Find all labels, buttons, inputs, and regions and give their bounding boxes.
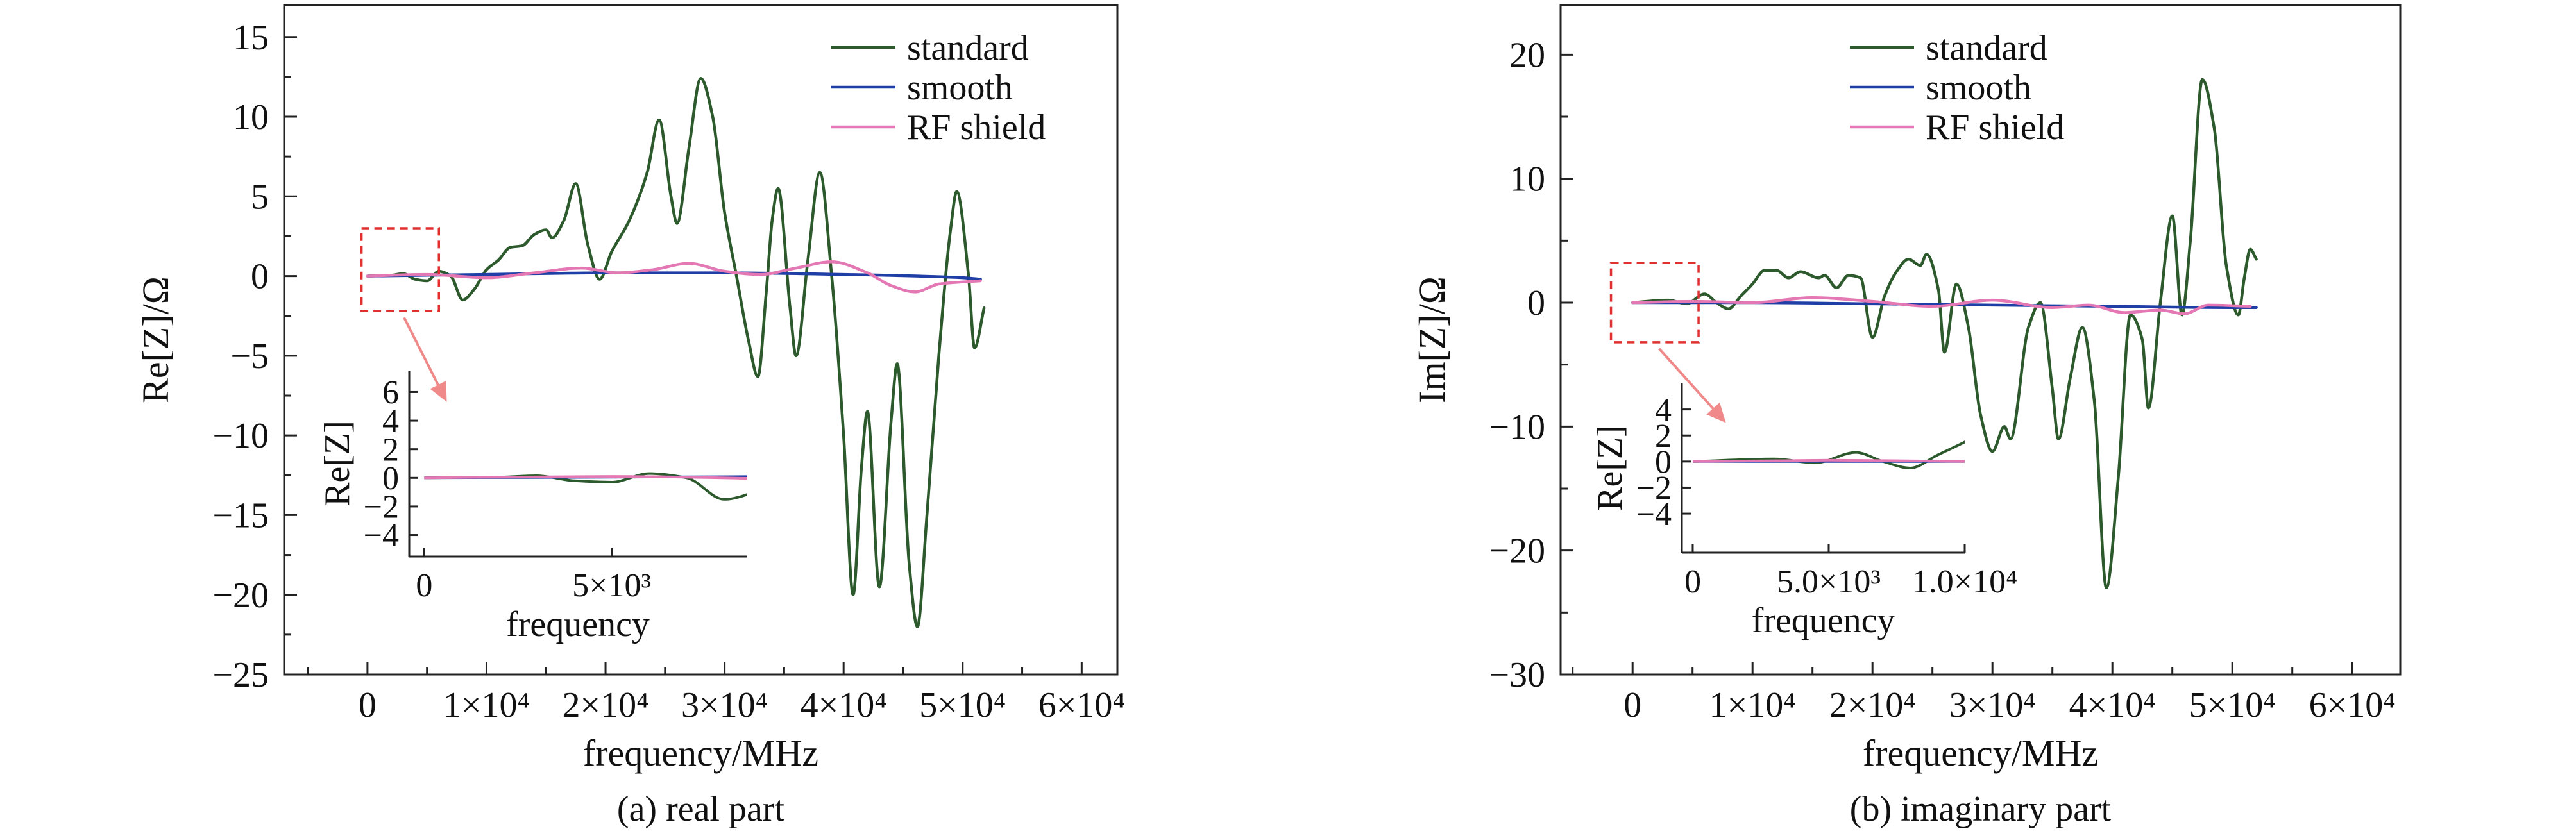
panel-a-zoom-arrow-head: [430, 380, 447, 402]
panel-b-x-tick-label: 6×10⁴: [2309, 685, 2396, 725]
panel-b-inset-y-axis-label: Re[Z]: [1590, 425, 1630, 511]
panel-b-series-rf-shield-line: [1631, 296, 2252, 315]
panel-b-y-tick-label: −20: [1489, 532, 1545, 571]
panel-b-zoom-arrow: [1658, 348, 1723, 419]
panel-a: 0 1×10⁴ 2×10⁴ 3×10⁴ 4×10⁴ 5×10⁴ 6×10⁴−25−20−15…: [135, 4, 1125, 829]
panel-a-y-tick-label: −10: [212, 416, 269, 456]
panel-a-caption: (a) real part: [617, 789, 785, 829]
panel-b-y-tick-label: −30: [1489, 655, 1545, 695]
panel-b-inset-y-tick-label: 0: [1655, 444, 1672, 481]
panel-b-zoom-arrow-head: [1706, 402, 1726, 423]
panel-a-inset-x-tick-label: 5×10³: [572, 567, 651, 604]
panel-a-y-tick-label: 15: [233, 18, 269, 58]
panel-a-x-tick-label: 1×10⁴: [443, 685, 530, 725]
panel-a-legend-entry: RF shield: [907, 108, 1046, 147]
panel-a-x-tick-label: 4×10⁴: [801, 685, 887, 725]
panel-b-inset-x-tick-label: 0: [1684, 564, 1701, 600]
panel-a-y-tick-label: 10: [233, 97, 269, 137]
panel-b-legend-entry: RF shield: [1926, 108, 2064, 147]
panel-b-inset-x-tick-label: 1.0×10⁴: [1912, 564, 2017, 600]
panel-a-y-tick-label: 5: [251, 177, 269, 217]
panel-b-x-axis-label: frequency/MHz: [1863, 732, 2098, 774]
panel-b: 0 1×10⁴ 2×10⁴ 3×10⁴ 4×10⁴ 5×10⁴ 6×10⁴−30−20−10…: [1411, 4, 2402, 829]
panel-b-y-tick-label: 0: [1527, 283, 1545, 323]
panel-a-series-standard-line: [366, 77, 986, 628]
panel-b-plot-frame: [1559, 4, 2402, 676]
panel-b-zoom-box: [1609, 262, 1700, 344]
panel-a-series-rf-shield-line: [366, 260, 982, 294]
panel-a-series-smooth-line: [366, 271, 982, 281]
panel-a-zoom-box: [360, 227, 440, 313]
panel-a-y-tick-label: −20: [212, 576, 269, 616]
panel-b-y-tick-label: 20: [1509, 35, 1545, 75]
panel-a-plot-frame: [283, 4, 1119, 676]
panel-a-x-axis-label: frequency/MHz: [583, 732, 818, 774]
panel-a-y-tick-label: −15: [212, 496, 269, 535]
panel-b-inset-y-tick-label: 2: [1655, 418, 1672, 455]
panel-a-inset-y-axis-label: Re[Z]: [318, 421, 357, 507]
panel-b-legend-entry: standard: [1926, 28, 2047, 68]
panel-a-x-tick-label: 3×10⁴: [681, 685, 768, 725]
panel-a-x-tick-label: 5×10⁴: [919, 685, 1006, 725]
panel-b-x-tick-label: 1×10⁴: [1709, 685, 1796, 725]
panel-b-x-tick-label: 2×10⁴: [1829, 685, 1916, 725]
panel-a-inset-x-tick-label: 0: [416, 567, 432, 604]
panel-b-x-tick-label: 0: [1623, 685, 1641, 725]
panel-a-inset-y-tick-label: 4: [382, 403, 399, 440]
panel-b-x-tick-label: 5×10⁴: [2189, 685, 2276, 725]
panel-b-inset-y-tick-label: −4: [1636, 496, 1672, 533]
panel-b-inset-series-rf-shield-line: [1692, 458, 1965, 463]
panel-b-inset-x-axis-label: frequency: [1752, 601, 1895, 641]
panel-b-inset-x-tick-label: 5.0×10³: [1777, 564, 1881, 600]
panel-a-legend-entry: standard: [907, 28, 1029, 68]
panel-b-inset-y-tick-label: 4: [1655, 392, 1672, 428]
panel-a-zoom-arrow: [403, 317, 445, 397]
panel-b-y-axis-label: Im[Z]/Ω: [1411, 276, 1453, 403]
panel-b-inset-y-tick-label: −2: [1636, 470, 1672, 507]
panel-b-x-tick-label: 3×10⁴: [1949, 685, 2036, 725]
panel-a-inset-series-standard-line: [424, 472, 747, 501]
panel-a-inset-y-tick-label: 6: [382, 374, 399, 411]
panel-a-y-axis-label: Re[Z]/Ω: [135, 276, 176, 403]
panel-b-y-tick-label: 10: [1509, 160, 1545, 199]
panel-a-x-tick-label: 2×10⁴: [562, 685, 648, 725]
panel-b-x-tick-label: 4×10⁴: [2069, 685, 2156, 725]
panel-a-legend-entry: smooth: [907, 68, 1013, 108]
panel-a-inset-x-axis-label: frequency: [506, 605, 650, 644]
panel-b-legend-entry: smooth: [1926, 68, 2031, 108]
panel-a-inset-y-tick-label: 2: [382, 432, 399, 468]
panel-b-caption: (b) imaginary part: [1850, 789, 2112, 829]
panel-a-inset-y-tick-label: −4: [364, 517, 399, 554]
panel-b-y-tick-label: −10: [1489, 407, 1545, 447]
panel-a-inset-y-tick-label: 0: [382, 460, 399, 497]
panel-a-y-tick-label: 0: [251, 257, 269, 297]
panel-a-inset-y-tick-label: −2: [364, 489, 399, 526]
panel-a-x-tick-label: 0: [359, 685, 377, 725]
panel-b-series-standard-line: [1631, 78, 2258, 589]
panel-a-y-tick-label: −25: [212, 655, 269, 695]
panel-a-inset-series-rf-shield-line: [424, 475, 747, 480]
panel-a-y-tick-label: −5: [230, 337, 269, 376]
panel-a-x-tick-label: 6×10⁴: [1038, 685, 1125, 725]
